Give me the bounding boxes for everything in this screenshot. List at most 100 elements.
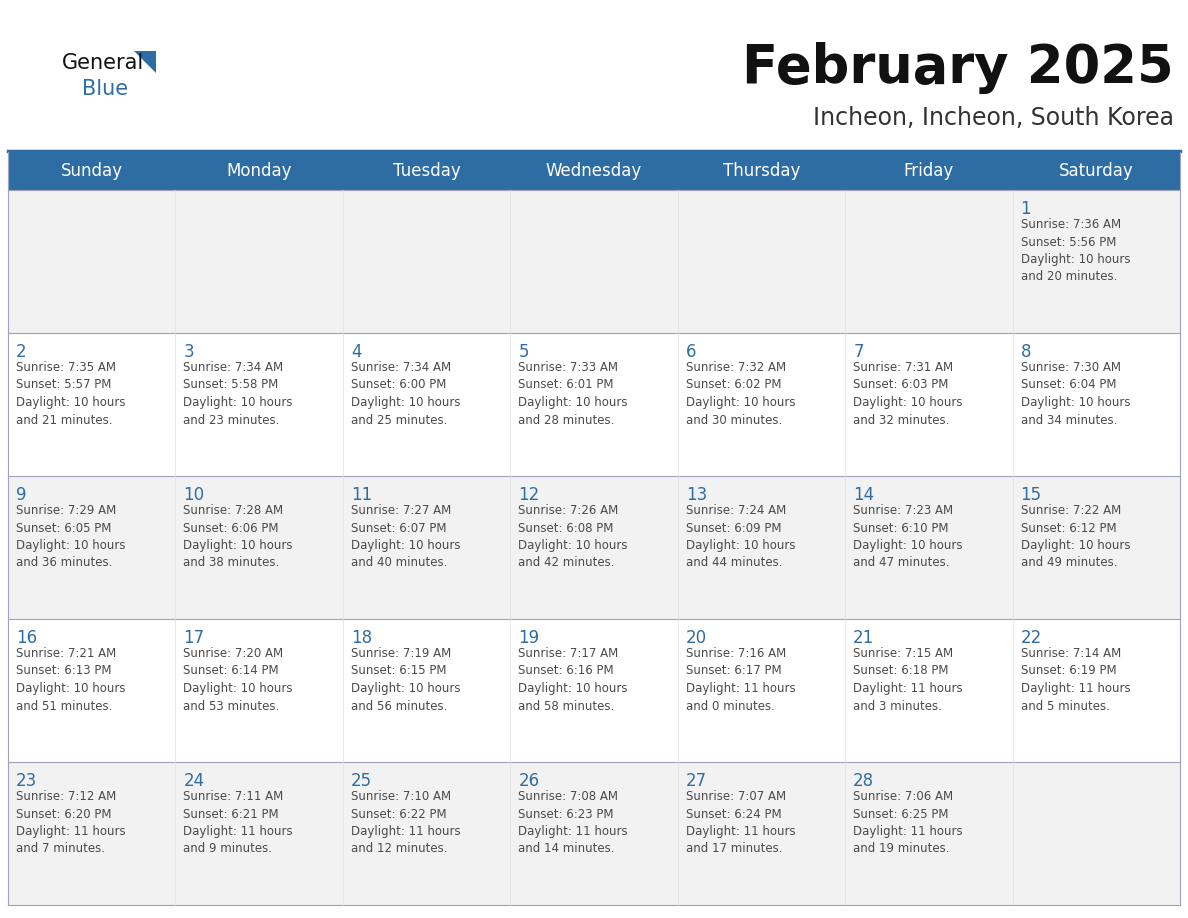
Text: 16: 16 xyxy=(15,629,37,647)
Bar xyxy=(176,619,343,762)
Text: Sunrise: 7:26 AM
Sunset: 6:08 PM
Daylight: 10 hours
and 42 minutes.: Sunrise: 7:26 AM Sunset: 6:08 PM Dayligh… xyxy=(518,504,627,569)
Text: 26: 26 xyxy=(518,772,539,790)
Bar xyxy=(176,476,343,619)
Text: Sunrise: 7:30 AM
Sunset: 6:04 PM
Daylight: 10 hours
and 34 minutes.: Sunrise: 7:30 AM Sunset: 6:04 PM Dayligh… xyxy=(1020,361,1130,427)
Bar xyxy=(1012,762,1180,905)
Text: Sunrise: 7:34 AM
Sunset: 6:00 PM
Daylight: 10 hours
and 25 minutes.: Sunrise: 7:34 AM Sunset: 6:00 PM Dayligh… xyxy=(350,361,461,427)
Text: Sunrise: 7:33 AM
Sunset: 6:01 PM
Daylight: 10 hours
and 28 minutes.: Sunrise: 7:33 AM Sunset: 6:01 PM Dayligh… xyxy=(518,361,627,427)
Text: 5: 5 xyxy=(518,343,529,361)
Text: February 2025: February 2025 xyxy=(742,42,1174,94)
Text: 1: 1 xyxy=(1020,200,1031,218)
Text: Sunrise: 7:29 AM
Sunset: 6:05 PM
Daylight: 10 hours
and 36 minutes.: Sunrise: 7:29 AM Sunset: 6:05 PM Dayligh… xyxy=(15,504,126,569)
Text: Thursday: Thursday xyxy=(722,162,800,180)
Text: Sunrise: 7:35 AM
Sunset: 5:57 PM
Daylight: 10 hours
and 21 minutes.: Sunrise: 7:35 AM Sunset: 5:57 PM Dayligh… xyxy=(15,361,126,427)
Text: Sunrise: 7:10 AM
Sunset: 6:22 PM
Daylight: 11 hours
and 12 minutes.: Sunrise: 7:10 AM Sunset: 6:22 PM Dayligh… xyxy=(350,790,461,856)
Bar xyxy=(677,476,845,619)
Text: General: General xyxy=(62,53,144,73)
Bar xyxy=(343,762,511,905)
Text: 23: 23 xyxy=(15,772,37,790)
Text: Wednesday: Wednesday xyxy=(545,162,643,180)
Bar xyxy=(845,476,1012,619)
Text: Sunrise: 7:08 AM
Sunset: 6:23 PM
Daylight: 11 hours
and 14 minutes.: Sunrise: 7:08 AM Sunset: 6:23 PM Dayligh… xyxy=(518,790,628,856)
Text: Sunrise: 7:24 AM
Sunset: 6:09 PM
Daylight: 10 hours
and 44 minutes.: Sunrise: 7:24 AM Sunset: 6:09 PM Dayligh… xyxy=(685,504,795,569)
Bar xyxy=(845,762,1012,905)
Text: Sunrise: 7:19 AM
Sunset: 6:15 PM
Daylight: 10 hours
and 56 minutes.: Sunrise: 7:19 AM Sunset: 6:15 PM Dayligh… xyxy=(350,647,461,712)
Text: Incheon, Incheon, South Korea: Incheon, Incheon, South Korea xyxy=(813,106,1174,130)
Bar xyxy=(511,333,677,476)
Text: Sunrise: 7:12 AM
Sunset: 6:20 PM
Daylight: 11 hours
and 7 minutes.: Sunrise: 7:12 AM Sunset: 6:20 PM Dayligh… xyxy=(15,790,126,856)
Text: Monday: Monday xyxy=(227,162,292,180)
Text: Sunrise: 7:21 AM
Sunset: 6:13 PM
Daylight: 10 hours
and 51 minutes.: Sunrise: 7:21 AM Sunset: 6:13 PM Dayligh… xyxy=(15,647,126,712)
Text: Sunrise: 7:34 AM
Sunset: 5:58 PM
Daylight: 10 hours
and 23 minutes.: Sunrise: 7:34 AM Sunset: 5:58 PM Dayligh… xyxy=(183,361,293,427)
Text: 12: 12 xyxy=(518,486,539,504)
Bar xyxy=(1012,333,1180,476)
Text: 11: 11 xyxy=(350,486,372,504)
Bar xyxy=(1012,190,1180,333)
Bar xyxy=(343,190,511,333)
Text: 14: 14 xyxy=(853,486,874,504)
Text: Blue: Blue xyxy=(82,79,128,99)
Bar xyxy=(8,152,1180,190)
Text: Sunrise: 7:17 AM
Sunset: 6:16 PM
Daylight: 10 hours
and 58 minutes.: Sunrise: 7:17 AM Sunset: 6:16 PM Dayligh… xyxy=(518,647,627,712)
Bar xyxy=(511,762,677,905)
Text: Sunrise: 7:28 AM
Sunset: 6:06 PM
Daylight: 10 hours
and 38 minutes.: Sunrise: 7:28 AM Sunset: 6:06 PM Dayligh… xyxy=(183,504,293,569)
Bar xyxy=(677,762,845,905)
Text: Sunrise: 7:31 AM
Sunset: 6:03 PM
Daylight: 10 hours
and 32 minutes.: Sunrise: 7:31 AM Sunset: 6:03 PM Dayligh… xyxy=(853,361,962,427)
Text: 7: 7 xyxy=(853,343,864,361)
Text: 21: 21 xyxy=(853,629,874,647)
Bar xyxy=(8,190,176,333)
Text: Sunrise: 7:27 AM
Sunset: 6:07 PM
Daylight: 10 hours
and 40 minutes.: Sunrise: 7:27 AM Sunset: 6:07 PM Dayligh… xyxy=(350,504,461,569)
Text: 10: 10 xyxy=(183,486,204,504)
Text: Sunrise: 7:06 AM
Sunset: 6:25 PM
Daylight: 11 hours
and 19 minutes.: Sunrise: 7:06 AM Sunset: 6:25 PM Dayligh… xyxy=(853,790,962,856)
Text: Sunday: Sunday xyxy=(61,162,122,180)
Text: 22: 22 xyxy=(1020,629,1042,647)
Text: Sunrise: 7:23 AM
Sunset: 6:10 PM
Daylight: 10 hours
and 47 minutes.: Sunrise: 7:23 AM Sunset: 6:10 PM Dayligh… xyxy=(853,504,962,569)
Polygon shape xyxy=(134,51,156,73)
Text: 25: 25 xyxy=(350,772,372,790)
Text: Sunrise: 7:15 AM
Sunset: 6:18 PM
Daylight: 11 hours
and 3 minutes.: Sunrise: 7:15 AM Sunset: 6:18 PM Dayligh… xyxy=(853,647,962,712)
Text: 27: 27 xyxy=(685,772,707,790)
Bar xyxy=(677,190,845,333)
Text: Sunrise: 7:16 AM
Sunset: 6:17 PM
Daylight: 11 hours
and 0 minutes.: Sunrise: 7:16 AM Sunset: 6:17 PM Dayligh… xyxy=(685,647,795,712)
Bar xyxy=(511,476,677,619)
Text: Friday: Friday xyxy=(904,162,954,180)
Bar xyxy=(343,476,511,619)
Bar xyxy=(8,762,176,905)
Bar xyxy=(677,619,845,762)
Bar xyxy=(176,762,343,905)
Bar xyxy=(1012,619,1180,762)
Text: Sunrise: 7:22 AM
Sunset: 6:12 PM
Daylight: 10 hours
and 49 minutes.: Sunrise: 7:22 AM Sunset: 6:12 PM Dayligh… xyxy=(1020,504,1130,569)
Bar xyxy=(8,476,176,619)
Text: 8: 8 xyxy=(1020,343,1031,361)
Text: 20: 20 xyxy=(685,629,707,647)
Text: Sunrise: 7:32 AM
Sunset: 6:02 PM
Daylight: 10 hours
and 30 minutes.: Sunrise: 7:32 AM Sunset: 6:02 PM Dayligh… xyxy=(685,361,795,427)
Bar xyxy=(845,333,1012,476)
Bar xyxy=(8,333,176,476)
Text: Tuesday: Tuesday xyxy=(393,162,461,180)
Bar xyxy=(343,333,511,476)
Bar xyxy=(511,619,677,762)
Bar xyxy=(8,619,176,762)
Text: 19: 19 xyxy=(518,629,539,647)
Text: 4: 4 xyxy=(350,343,361,361)
Text: 24: 24 xyxy=(183,772,204,790)
Bar xyxy=(1012,476,1180,619)
Text: Sunrise: 7:07 AM
Sunset: 6:24 PM
Daylight: 11 hours
and 17 minutes.: Sunrise: 7:07 AM Sunset: 6:24 PM Dayligh… xyxy=(685,790,795,856)
Text: Sunrise: 7:14 AM
Sunset: 6:19 PM
Daylight: 11 hours
and 5 minutes.: Sunrise: 7:14 AM Sunset: 6:19 PM Dayligh… xyxy=(1020,647,1130,712)
Bar xyxy=(176,190,343,333)
Text: 17: 17 xyxy=(183,629,204,647)
Text: Saturday: Saturday xyxy=(1059,162,1133,180)
Text: 15: 15 xyxy=(1020,486,1042,504)
Text: 28: 28 xyxy=(853,772,874,790)
Text: Sunrise: 7:36 AM
Sunset: 5:56 PM
Daylight: 10 hours
and 20 minutes.: Sunrise: 7:36 AM Sunset: 5:56 PM Dayligh… xyxy=(1020,218,1130,284)
Bar xyxy=(343,619,511,762)
Text: Sunrise: 7:11 AM
Sunset: 6:21 PM
Daylight: 11 hours
and 9 minutes.: Sunrise: 7:11 AM Sunset: 6:21 PM Dayligh… xyxy=(183,790,293,856)
Text: 2: 2 xyxy=(15,343,26,361)
Text: 3: 3 xyxy=(183,343,194,361)
Bar xyxy=(511,190,677,333)
Bar xyxy=(845,190,1012,333)
Bar xyxy=(677,333,845,476)
Text: 9: 9 xyxy=(15,486,26,504)
Bar xyxy=(176,333,343,476)
Text: 13: 13 xyxy=(685,486,707,504)
